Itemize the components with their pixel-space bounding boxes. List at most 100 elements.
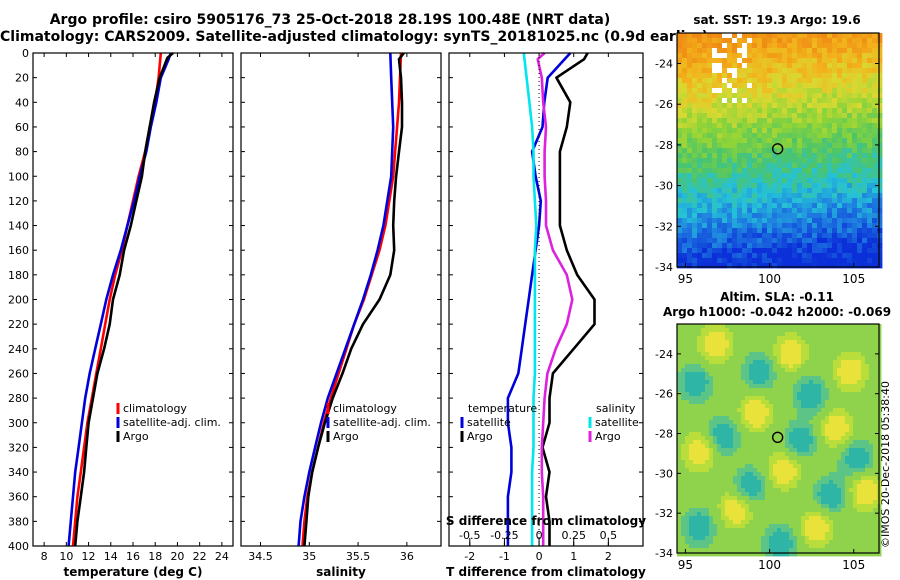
sst_map-cell xyxy=(847,88,853,94)
sst_map-cell xyxy=(857,53,863,59)
sst_map-cell xyxy=(847,208,853,214)
sst_map-cell xyxy=(692,113,698,119)
sla_map-cell xyxy=(741,416,746,421)
sla_map-cell xyxy=(801,348,806,353)
sla_map-cell xyxy=(705,396,710,401)
sla_map-cell xyxy=(749,536,754,541)
sla_map-cell xyxy=(821,388,826,393)
sla_map-cell xyxy=(761,448,766,453)
sst_map-cell xyxy=(787,138,793,144)
sla_map-cell xyxy=(837,412,842,417)
sla_map-cell xyxy=(789,440,794,445)
sla_map-cell xyxy=(713,360,718,365)
sst_map-cell xyxy=(727,248,733,254)
sla_map-cell xyxy=(733,408,738,413)
sla_map-cell xyxy=(677,460,682,465)
sst_map-cell xyxy=(797,153,803,159)
sst_map-cell xyxy=(857,183,863,189)
sst_map-cell xyxy=(782,133,788,139)
sst_map-cell xyxy=(837,228,843,234)
x-tick-label: 14 xyxy=(104,550,118,563)
sst_map-cell xyxy=(787,198,793,204)
sla_map-cell xyxy=(749,528,754,533)
sst_map-cell xyxy=(812,123,818,129)
sla_map-cell xyxy=(765,364,770,369)
sst_map-cell xyxy=(727,223,733,229)
sst_map-cell xyxy=(737,78,743,84)
sla_map-cell xyxy=(729,388,734,393)
sst_map-cell xyxy=(747,158,753,164)
sst_map-cell xyxy=(702,103,708,109)
sst_map-cell xyxy=(692,203,698,209)
sla_map-cell xyxy=(689,400,694,405)
sst_map-cell xyxy=(817,263,823,269)
sst_map-cell xyxy=(837,118,843,124)
sla_map-cell xyxy=(749,520,754,525)
sla_map-cell xyxy=(861,516,866,521)
sla_map-cell xyxy=(725,492,730,497)
sla_map-cell xyxy=(741,424,746,429)
sla_map-cell xyxy=(837,428,842,433)
sla_map-cell xyxy=(817,396,822,401)
sst_map-cell xyxy=(802,248,808,254)
sst_map-cell xyxy=(862,78,868,84)
sla_map-cell xyxy=(733,384,738,389)
sla_map-cell xyxy=(721,484,726,489)
sst_map-cell xyxy=(797,48,803,54)
sst_map-cell xyxy=(692,208,698,214)
sst_map-cell xyxy=(827,218,833,224)
sla_map-cell xyxy=(817,392,822,397)
sla_map-cell xyxy=(721,532,726,537)
sst_map-cell xyxy=(817,193,823,199)
sla_map-cell xyxy=(865,508,870,513)
sla_map-cell xyxy=(793,404,798,409)
sst_map-cell xyxy=(827,168,833,174)
sla_map-cell xyxy=(701,380,706,385)
sla_map-cell xyxy=(869,364,874,369)
sla_map-cell xyxy=(789,452,794,457)
sst_map-cell xyxy=(862,253,868,259)
sst_map-cell xyxy=(877,158,883,164)
sst_map-cell xyxy=(817,208,823,214)
sla_map-cell xyxy=(681,452,686,457)
sst_map-cell xyxy=(857,73,863,79)
sst_map-cell xyxy=(707,113,713,119)
sla_map-cell xyxy=(713,340,718,345)
sla_map-cell xyxy=(853,524,858,529)
sla_map-cell xyxy=(757,452,762,457)
sst_map-cell xyxy=(702,263,708,269)
sst_map-cell xyxy=(877,143,883,149)
sla_map-cell xyxy=(689,532,694,537)
sst_map-cell xyxy=(822,73,828,79)
sst_map-cell xyxy=(707,213,713,219)
sla_map-cell xyxy=(681,396,686,401)
sla_map-cell xyxy=(849,348,854,353)
sla_map-cell xyxy=(825,424,830,429)
sst_map-cell xyxy=(712,263,718,269)
sla_map-cell xyxy=(705,516,710,521)
sst_map-cell xyxy=(817,88,823,94)
sst_map-cell xyxy=(822,253,828,259)
sla_map-cell xyxy=(821,444,826,449)
sla_map-cell xyxy=(869,500,874,505)
sla_map-cell xyxy=(709,396,714,401)
sst_map-cell xyxy=(802,38,808,44)
sla_map-cell xyxy=(725,352,730,357)
sla_map-cell xyxy=(685,400,690,405)
sst_map-cell xyxy=(682,193,688,199)
sst_map-cell xyxy=(747,48,753,54)
sst_map-cell xyxy=(737,208,743,214)
sla_map-cell xyxy=(785,484,790,489)
sst_map-cell xyxy=(792,168,798,174)
sst_map-cell xyxy=(757,213,763,219)
sst_map-cell xyxy=(847,143,853,149)
sla_map-cell xyxy=(829,364,834,369)
sla_map-cell xyxy=(733,360,738,365)
sst_map-cell xyxy=(812,228,818,234)
sst_map-cell xyxy=(762,58,768,64)
sst_map-cell xyxy=(722,113,728,119)
sla_map-cell xyxy=(825,384,830,389)
sla_map-cell xyxy=(833,348,838,353)
sla_map-cell xyxy=(781,512,786,517)
sla_map-cell xyxy=(725,452,730,457)
